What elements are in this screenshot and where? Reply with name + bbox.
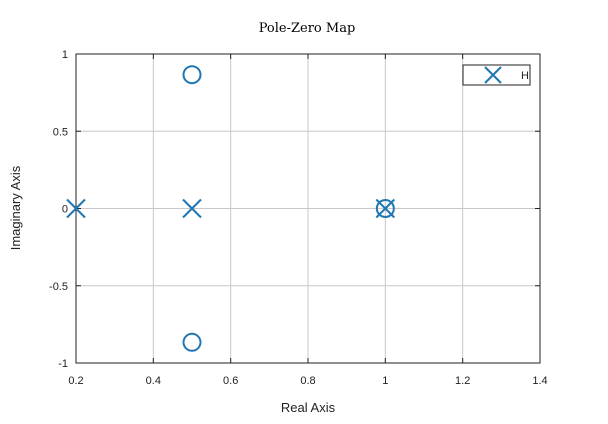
legend: H (462, 64, 531, 86)
x-tick-label: 0.8 (300, 375, 315, 387)
x-tick-label: 0.2 (68, 375, 83, 387)
zero-marker (182, 65, 202, 85)
y-axis-label: Imaginary Axis (8, 165, 23, 250)
legend-label: H (521, 70, 529, 82)
legend-box (462, 64, 531, 86)
pole-stroke (484, 66, 502, 84)
data-markers (66, 65, 396, 352)
x-tick-label: 1.2 (455, 375, 470, 387)
x-tick-label: 1.4 (532, 375, 547, 387)
x-tick-label: 0.4 (146, 375, 161, 387)
y-tick-label: -1 (58, 358, 68, 370)
x-tick-label: 1 (382, 375, 388, 387)
y-tick-label: 0 (62, 204, 68, 216)
pole-stroke (375, 198, 396, 219)
x-axis-label: Real Axis (281, 400, 336, 415)
y-tick-label: -0.5 (49, 281, 68, 293)
y-tick-label: 1 (62, 49, 68, 61)
pole-marker (375, 198, 396, 219)
chart-title: Pole-Zero Map (259, 21, 356, 36)
zero-marker (375, 199, 395, 218)
pole-marker (182, 198, 202, 219)
pole-marker (66, 198, 86, 219)
x-tick-label: 0.6 (223, 375, 238, 387)
legend-pole-icon (484, 66, 502, 84)
pole-stroke (182, 198, 202, 219)
zero-marker (182, 332, 202, 352)
y-tick-label: 0.5 (53, 126, 68, 138)
pole-stroke (66, 198, 86, 219)
axis-ticks: 0.2 0.4 0.6 0.8 1 1.2 1.4 1 0.5 0 -0.5 -1 (49, 49, 548, 387)
